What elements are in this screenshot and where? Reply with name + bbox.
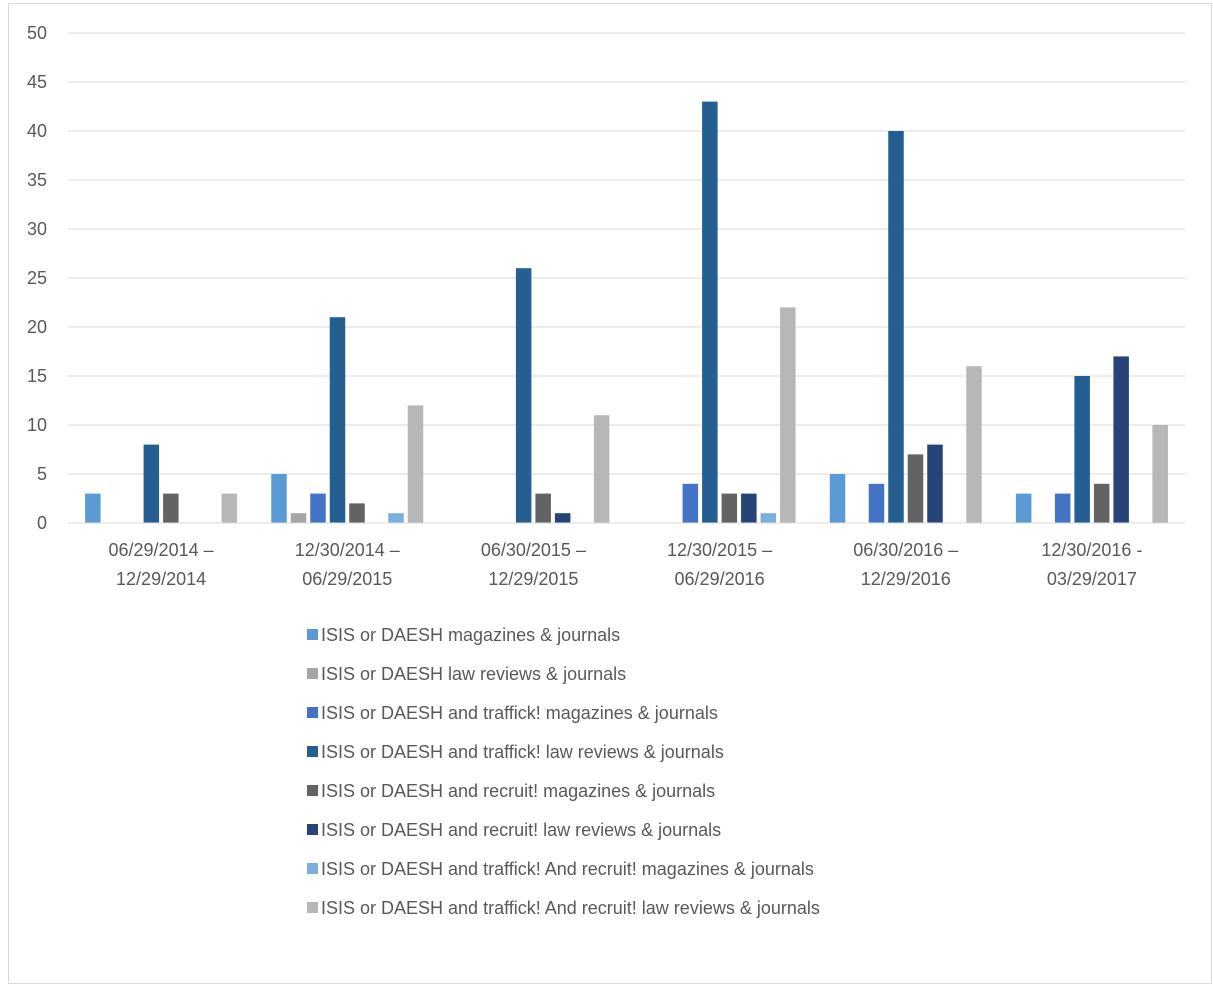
bar: [927, 444, 943, 523]
x-tick-label: 12/30/2016 -: [1041, 540, 1142, 560]
chart-frame: [8, 3, 1212, 984]
y-tick-label: 25: [27, 268, 47, 288]
y-axis-ticks: 0 5 10 15 20 25 30 35 40 45 50: [27, 23, 47, 533]
x-tick-label: 12/30/2015 –: [667, 540, 772, 560]
bar: [888, 131, 904, 523]
y-tick-label: 35: [27, 170, 47, 190]
y-tick-label: 20: [27, 317, 47, 337]
bar: [721, 493, 738, 523]
bar: [741, 493, 757, 523]
legend-swatch: [307, 707, 318, 718]
bar: [163, 493, 179, 523]
x-tick-label: 12/29/2015: [488, 569, 578, 589]
bar: [966, 366, 982, 523]
legend: ISIS or DAESH magazines & journals ISIS o…: [307, 625, 820, 918]
legend-swatch: [307, 746, 318, 757]
legend-label: ISIS or DAESH and traffick! law reviews …: [321, 742, 724, 762]
y-tick-label: 30: [27, 219, 47, 239]
bar: [907, 454, 924, 523]
legend-swatch: [307, 668, 318, 679]
legend-item: ISIS or DAESH and recruit! magazines & j…: [307, 781, 715, 801]
bar: [271, 474, 287, 523]
x-axis-ticks: 06/29/2014 – 12/29/2014 12/30/2014 – 06/29/…: [109, 540, 1143, 589]
bar: [868, 483, 885, 523]
legend-swatch: [307, 902, 318, 913]
bar: [85, 493, 101, 523]
bar: [515, 268, 532, 523]
bar: [1015, 493, 1032, 523]
x-tick-label: 06/29/2015: [302, 569, 392, 589]
bar: [329, 317, 346, 523]
bar: [780, 307, 796, 523]
y-tick-label: 5: [37, 464, 47, 484]
legend-item: ISIS or DAESH law reviews & journals: [307, 664, 626, 684]
bar: [221, 493, 238, 523]
legend-item: ISIS or DAESH and traffick! magazines & …: [307, 703, 718, 723]
x-tick-label: 06/29/2016: [675, 569, 765, 589]
y-tick-label: 50: [27, 23, 47, 43]
bar: [1093, 483, 1110, 523]
bar: [554, 513, 571, 523]
bar: [143, 444, 160, 523]
legend-swatch: [307, 785, 318, 796]
x-tick-label: 03/29/2017: [1047, 569, 1137, 589]
bar: [407, 405, 424, 523]
bar: [349, 503, 365, 523]
legend-label: ISIS or DAESH and traffick! And recruit!…: [321, 859, 814, 879]
legend-label: ISIS or DAESH magazines & journals: [321, 625, 620, 645]
bars: [85, 101, 1168, 523]
legend-label: ISIS or DAESH and recruit! magazines & j…: [321, 781, 715, 801]
legend-item: ISIS or DAESH magazines & journals: [307, 625, 620, 645]
bar: [1054, 493, 1071, 523]
legend-label: ISIS or DAESH and traffick! magazines & …: [321, 703, 718, 723]
legend-swatch: [307, 863, 318, 874]
bar: [290, 513, 307, 523]
legend-label: ISIS or DAESH and recruit! law reviews &…: [321, 820, 721, 840]
bar: [535, 493, 551, 523]
legend-label: ISIS or DAESH and traffick! And recruit!…: [321, 898, 820, 918]
x-tick-label: 06/30/2015 –: [481, 540, 586, 560]
legend-swatch: [307, 629, 318, 640]
bar: [310, 493, 326, 523]
bar: [593, 415, 610, 523]
bar: [1074, 376, 1090, 523]
bar: [702, 101, 718, 523]
x-tick-label: 12/30/2014 –: [295, 540, 400, 560]
y-tick-label: 45: [27, 72, 47, 92]
bar: [760, 513, 777, 523]
y-tick-label: 40: [27, 121, 47, 141]
bar: [388, 513, 404, 523]
bar: [1113, 356, 1129, 523]
bar: [682, 483, 699, 523]
legend-item: ISIS or DAESH and traffick! law reviews …: [307, 742, 724, 762]
x-tick-label: 06/29/2014 –: [109, 540, 214, 560]
bar: [1152, 425, 1168, 523]
legend-item: ISIS or DAESH and traffick! And recruit!…: [307, 898, 820, 918]
y-tick-label: 15: [27, 366, 47, 386]
y-tick-label: 10: [27, 415, 47, 435]
gridlines: [68, 32, 1185, 475]
legend-label: ISIS or DAESH law reviews & journals: [321, 664, 626, 684]
legend-item: ISIS or DAESH and recruit! law reviews &…: [307, 820, 721, 840]
x-tick-label: 12/29/2016: [861, 569, 951, 589]
legend-item: ISIS or DAESH and traffick! And recruit!…: [307, 859, 814, 879]
bar: [829, 474, 846, 523]
x-tick-label: 06/30/2016 –: [853, 540, 958, 560]
x-tick-label: 12/29/2014: [116, 569, 206, 589]
legend-swatch: [307, 824, 318, 835]
y-tick-label: 0: [37, 513, 47, 533]
